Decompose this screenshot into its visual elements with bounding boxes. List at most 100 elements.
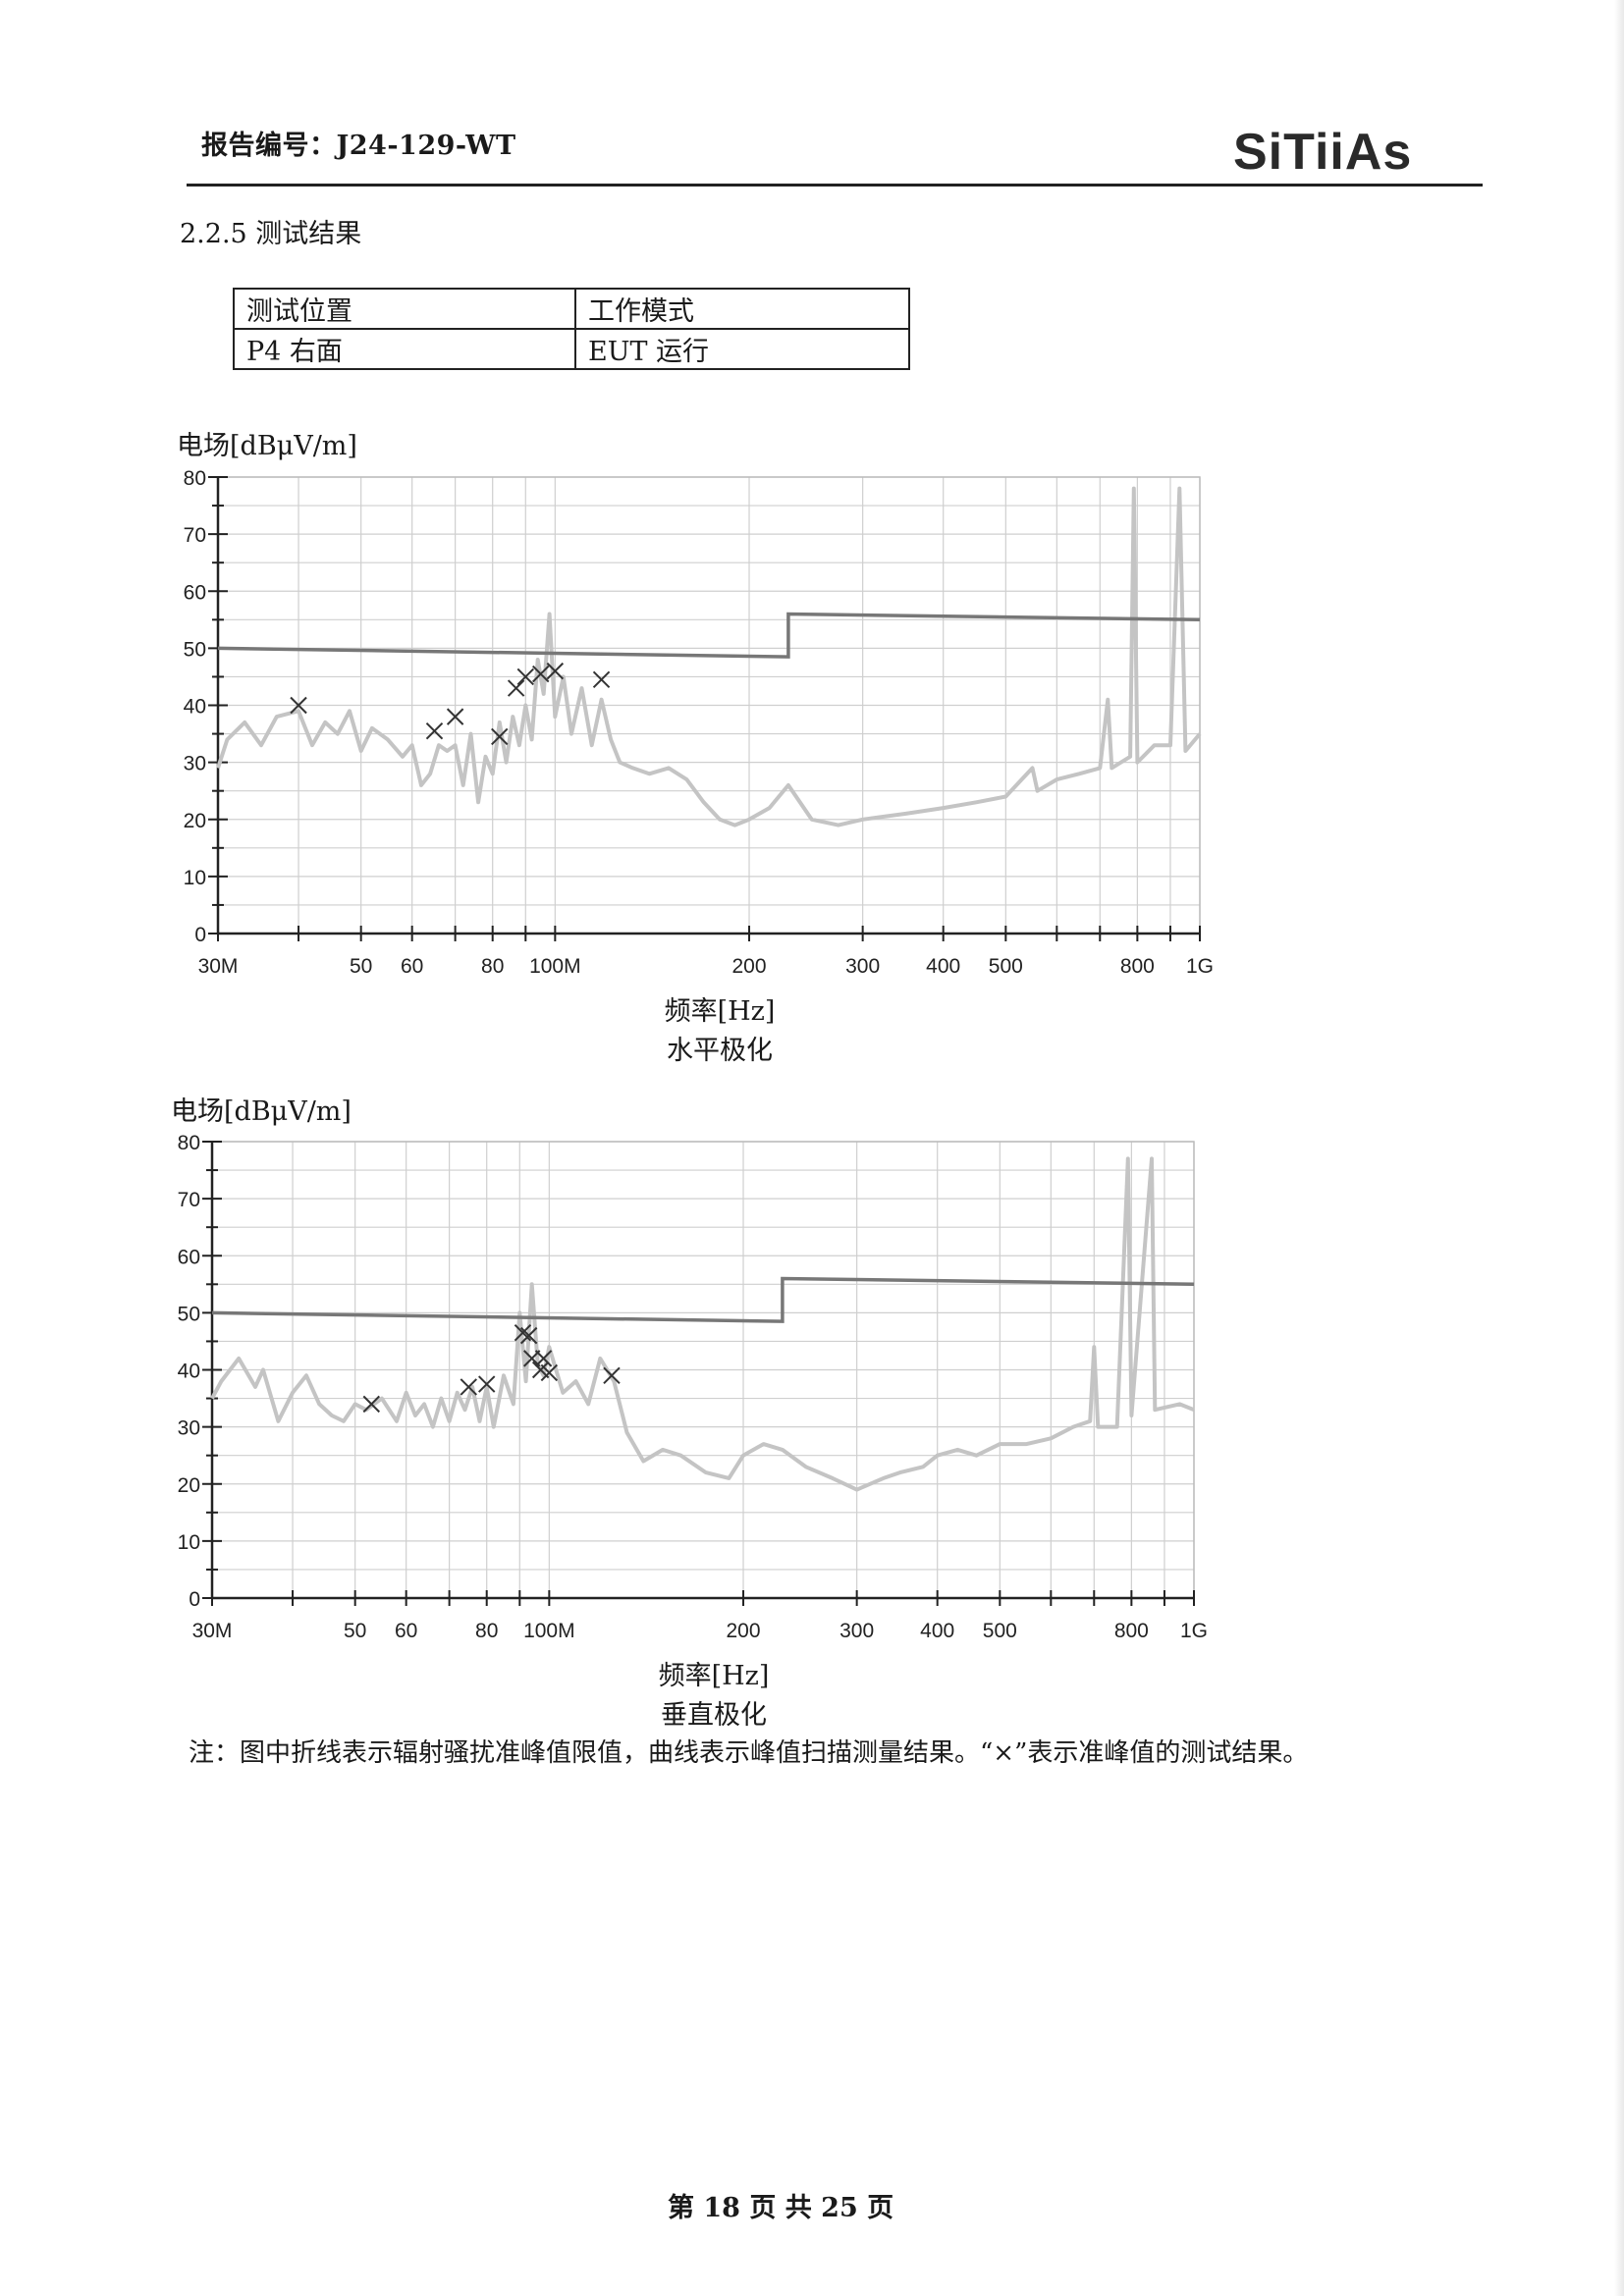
y-tick-label: 70	[178, 1189, 200, 1211]
x-tick-label: 1G	[1186, 955, 1214, 978]
x-tick-label: 500	[983, 1620, 1017, 1642]
x-tick-label: 400	[926, 955, 960, 978]
x-tick-label: 50	[344, 1620, 366, 1642]
y-tick-label: 10	[184, 867, 206, 889]
y-tick-label: 10	[178, 1531, 200, 1554]
chart1-polarisation: 水平极化	[667, 1036, 773, 1066]
quasi-peak-marker	[516, 667, 535, 686]
quasi-peak-marker	[592, 670, 611, 689]
x-tick-label: 50	[350, 955, 372, 978]
quasi-peak-marker	[425, 721, 444, 740]
chart-vertical: 0 10 20 30 40 50 60 70 80 30M 50 60 80 100M 200 300 400 5…	[178, 1132, 1208, 1642]
marker-stroke	[532, 665, 550, 683]
chart1-grid	[217, 476, 1201, 934]
y-tick-label: 50	[178, 1303, 200, 1325]
chart1-xlabel: 频率[Hz]	[664, 996, 776, 1027]
quasi-peak-marker	[546, 662, 565, 680]
marker-stroke	[603, 1366, 621, 1385]
x-tick-label: 60	[395, 1620, 417, 1642]
marker-stroke	[514, 1324, 532, 1342]
report-number: 报告编号：J24-129-WT	[201, 131, 516, 161]
quasi-peak-marker	[534, 1350, 553, 1367]
logo-lettering: SiTiiAs	[1233, 124, 1412, 179]
info-table: 测试位置 工作模式 P4 右面 EUT 运行	[233, 288, 910, 370]
chart1-limit-line	[217, 612, 1201, 659]
quasi-peak-marker	[532, 665, 550, 683]
y-tick-label: 80	[184, 467, 206, 490]
x-tick-label: 100M	[529, 955, 581, 978]
x-tick-label: 800	[1120, 955, 1155, 978]
x-tick-label: 80	[475, 1620, 498, 1642]
chart1-peak-scan-curve	[216, 486, 1202, 828]
y-tick-label: 0	[189, 1588, 200, 1611]
y-tick-label: 50	[184, 638, 206, 661]
header-test-position: 测试位置	[233, 288, 576, 330]
marker-stroke	[534, 1350, 553, 1367]
marker-stroke	[478, 1375, 496, 1393]
x-tick-label: 1G	[1180, 1620, 1208, 1642]
y-tick-label: 30	[178, 1417, 200, 1440]
x-tick-label: 200	[726, 1620, 760, 1642]
y-tick-label: 60	[184, 581, 206, 604]
y-tick-label: 40	[178, 1361, 200, 1383]
marker-stroke	[507, 679, 525, 697]
chart2-grid	[211, 1141, 1195, 1599]
marker-stroke	[290, 696, 307, 715]
marker-stroke	[446, 708, 464, 725]
quasi-peak-marker	[603, 1366, 621, 1385]
x-tick-label: 300	[839, 1620, 874, 1642]
company-logo: SiTiiAs	[1233, 124, 1412, 179]
y-tick-label: 20	[184, 810, 206, 832]
x-tick-label: 30M	[192, 1620, 233, 1642]
marker-stroke	[592, 670, 611, 689]
y-tick-label: 20	[178, 1474, 200, 1497]
y-tick-label: 80	[178, 1132, 200, 1154]
x-tick-label: 500	[989, 955, 1023, 978]
section-title: 2.2.5 测试结果	[180, 219, 362, 249]
quasi-peak-marker	[478, 1375, 496, 1393]
cell-work-mode: EUT 运行	[574, 328, 910, 370]
quasi-peak-marker	[362, 1395, 381, 1414]
header-work-mode: 工作模式	[574, 288, 910, 330]
quasi-peak-marker	[519, 1326, 538, 1345]
marker-stroke	[460, 1378, 478, 1396]
info-table-header-row: 测试位置 工作模式	[233, 288, 910, 330]
marker-stroke	[516, 667, 535, 686]
x-tick-label: 100M	[523, 1620, 575, 1642]
quasi-peak-marker	[514, 1324, 532, 1342]
x-tick-label: 300	[845, 955, 880, 978]
scan-edge	[1614, 0, 1624, 2296]
chart-note: 注：图中折线表示辐射骚扰准峰值限值，曲线表示峰值扫描测量结果。“×”表示准峰值的…	[189, 1738, 1309, 1768]
chart2-limit-line	[211, 1276, 1195, 1323]
y-tick-label: 60	[178, 1246, 200, 1268]
marker-stroke	[531, 1361, 550, 1379]
quasi-peak-marker	[491, 727, 509, 746]
marker-stroke	[362, 1395, 381, 1414]
chart2-polarisation: 垂直极化	[661, 1700, 767, 1731]
quasi-peak-marker	[540, 1363, 559, 1382]
quasi-peak-marker	[507, 679, 525, 697]
marker-stroke	[519, 1326, 538, 1345]
quasi-peak-marker	[290, 696, 307, 715]
marker-stroke	[491, 727, 509, 746]
y-tick-label: 70	[184, 524, 206, 547]
x-tick-label: 400	[920, 1620, 954, 1642]
info-table-data-row: P4 右面 EUT 运行	[233, 328, 910, 370]
cell-test-position: P4 右面	[233, 328, 576, 370]
chart2-xlabel: 频率[Hz]	[658, 1661, 770, 1691]
chart1-ylabel: 电场[dBμV/m]	[177, 431, 357, 461]
x-tick-label: 80	[481, 955, 504, 978]
x-tick-label: 60	[401, 955, 423, 978]
header-rule	[187, 184, 1483, 187]
marker-stroke	[546, 662, 565, 680]
y-tick-label: 0	[194, 924, 206, 946]
x-tick-label: 30M	[198, 955, 239, 978]
chart-horizontal: 0 10 20 30 40 50 60 70 80 30M 50 60 80 100M 200 300 400 5…	[184, 467, 1214, 978]
marker-stroke	[425, 721, 444, 740]
x-tick-label: 800	[1114, 1620, 1149, 1642]
chart2-peak-scan-curve	[210, 1156, 1195, 1492]
chart2-ylabel: 电场[dBμV/m]	[171, 1096, 352, 1127]
x-tick-label: 200	[731, 955, 766, 978]
quasi-peak-marker	[460, 1378, 478, 1396]
quasi-peak-marker	[446, 708, 464, 725]
